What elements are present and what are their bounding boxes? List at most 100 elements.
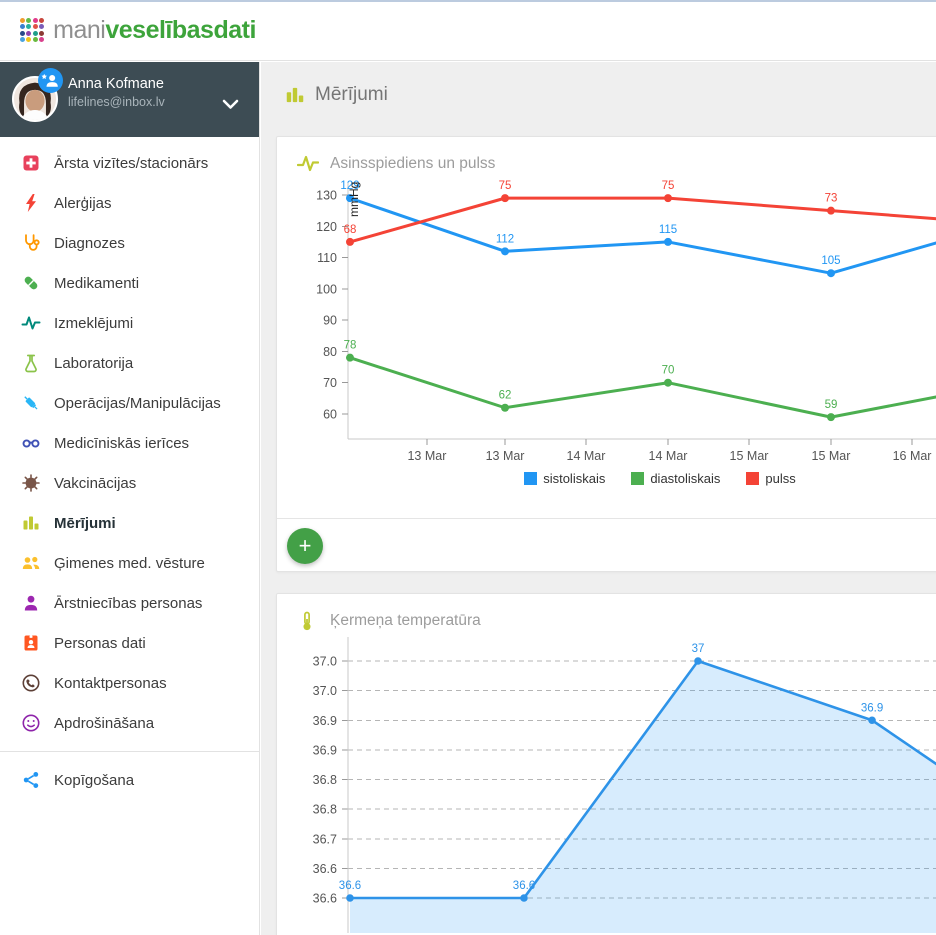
main-content: Mērījumi Asinsspiediens un pulss 130 120 1… — [261, 62, 936, 935]
data-point — [868, 716, 876, 725]
card-title: Asinsspiediens un pulss — [330, 155, 496, 172]
sidebar-item-label: Apdrošināšana — [54, 714, 155, 732]
sidebar-item-apdrosinasana[interactable]: Apdrošināšana — [0, 703, 259, 743]
first-aid-icon — [21, 153, 41, 173]
smiley-icon — [21, 713, 41, 733]
heartbeat-icon — [296, 154, 320, 174]
chevron-down-icon[interactable] — [222, 97, 239, 115]
sidebar-item-label: Laboratorija — [54, 354, 134, 372]
data-point — [501, 194, 510, 203]
svg-text:13 Mar: 13 Mar — [486, 449, 525, 463]
svg-text:37.0: 37.0 — [313, 655, 337, 669]
y-axis-title: mmHg — [347, 182, 361, 217]
data-point — [346, 237, 355, 246]
data-point — [826, 206, 835, 215]
id-badge-icon — [21, 633, 41, 653]
svg-text:70: 70 — [662, 365, 675, 377]
legend-label: diastoliskais — [650, 471, 721, 486]
legend-swatch — [631, 472, 645, 485]
svg-text:75: 75 — [662, 180, 675, 192]
bar-chart-icon — [21, 513, 41, 533]
sidebar-item-merijumi[interactable]: Mērījumi — [0, 503, 259, 543]
legend-label: pulss — [765, 471, 796, 486]
data-point — [826, 413, 835, 422]
sidebar-item-label: Medicīniskās ierīces — [54, 434, 190, 452]
legend-item-pulss[interactable]: pulss — [746, 471, 796, 486]
svg-text:80: 80 — [323, 345, 337, 359]
legend-item-sistoliskais[interactable]: sistoliskais — [524, 471, 605, 486]
sidebar-divider — [0, 751, 259, 752]
sidebar-item-label: Personas dati — [54, 634, 146, 652]
sidebar-item-label: Operācijas/Manipulācijas — [54, 394, 221, 412]
sidebar-item-alergijas[interactable]: Alerģijas — [0, 183, 259, 223]
svg-text:37: 37 — [692, 643, 705, 655]
user-profile-dropdown[interactable]: Anna Kofmane lifelines@inbox.lv — [0, 62, 259, 137]
sidebar-item-arstniecibas-personas[interactable]: Ārstniecības personas — [0, 583, 259, 623]
series-temperature: 36.6 36.6 37 36.9 — [339, 643, 936, 933]
sidebar-item-kontaktpersonas[interactable]: Kontaktpersonas — [0, 663, 259, 703]
svg-text:130: 130 — [316, 189, 337, 203]
sidebar-item-label: Ģimenes med. vēsture — [54, 554, 205, 572]
sidebar-item-label: Kontaktpersonas — [54, 674, 167, 692]
syringe-icon — [21, 393, 41, 413]
svg-text:68: 68 — [344, 224, 357, 236]
svg-text:105: 105 — [821, 255, 840, 267]
user-name: Anna Kofmane — [68, 76, 164, 92]
series-pulss: 68 75 75 73 — [344, 180, 936, 246]
sidebar-item-gimenes-med-vesture[interactable]: Ģimenes med. vēsture — [0, 543, 259, 583]
sidebar-item-label: Diagnozes — [54, 234, 125, 252]
svg-text:37.0: 37.0 — [313, 684, 337, 698]
legend-item-diastoliskais[interactable]: diastoliskais — [631, 471, 720, 486]
sidebar-item-medikamenti[interactable]: Medikamenti — [0, 263, 259, 303]
svg-text:13 Mar: 13 Mar — [407, 449, 446, 463]
svg-text:14 Mar: 14 Mar — [567, 449, 606, 463]
data-point — [664, 378, 673, 387]
data-point — [826, 269, 835, 278]
card-title-row: Asinsspiediens un pulss — [277, 137, 936, 174]
card-title: Ķermeņa temperatūra — [330, 612, 481, 629]
share-icon — [21, 770, 41, 790]
sidebar-item-label: Ārstniecības personas — [54, 594, 203, 612]
svg-text:60: 60 — [323, 407, 337, 421]
svg-text:59: 59 — [825, 399, 838, 411]
profile-badge-icon — [38, 68, 63, 93]
sidebar-item-kopigosana[interactable]: Kopīgošana — [0, 760, 259, 800]
svg-text:62: 62 — [499, 390, 512, 402]
sidebar-item-diagnozes[interactable]: Diagnozes — [0, 223, 259, 263]
svg-text:115: 115 — [659, 224, 677, 236]
sidebar-item-mediciniskas-ierices[interactable]: Medicīniskās ierīces — [0, 423, 259, 463]
add-measurement-button[interactable]: + — [287, 528, 323, 564]
person-icon — [21, 593, 41, 613]
logo-dots-icon — [20, 17, 45, 43]
blood-pressure-card: Asinsspiediens un pulss 130 120 110 100 90 80… — [276, 136, 936, 572]
svg-text:120: 120 — [316, 220, 337, 234]
svg-text:14 Mar: 14 Mar — [649, 449, 688, 463]
logo-text-suffix: veselībasdati — [105, 15, 256, 44]
svg-text:73: 73 — [825, 193, 838, 205]
user-email: lifelines@inbox.lv — [68, 95, 165, 109]
sidebar-item-vakcinacijas[interactable]: Vakcinācijas — [0, 463, 259, 503]
sidebar-item-laboratorija[interactable]: Laboratorija — [0, 343, 259, 383]
svg-text:112: 112 — [496, 233, 514, 245]
svg-text:15 Mar: 15 Mar — [730, 449, 769, 463]
sidebar-item-operacijas[interactable]: Operācijas/Manipulācijas — [0, 383, 259, 423]
svg-text:36.8: 36.8 — [313, 803, 337, 817]
stethoscope-icon — [21, 233, 41, 253]
sidebar-item-label: Vakcinācijas — [54, 474, 137, 492]
svg-text:36.6: 36.6 — [313, 892, 337, 906]
sidebar-item-izmeklejumi[interactable]: Izmeklējumi — [0, 303, 259, 343]
sidebar-item-arsta-vizites[interactable]: Ārsta vizītes/stacionārs — [0, 143, 259, 183]
svg-text:90: 90 — [323, 314, 337, 328]
svg-text:36.7: 36.7 — [313, 832, 337, 846]
app-logo[interactable]: mani veselībasdati — [20, 16, 256, 45]
sidebar-item-label: Medikamenti — [54, 274, 140, 292]
sidebar-item-personas-dati[interactable]: Personas dati — [0, 623, 259, 663]
sidebar-item-label: Ārsta vizītes/stacionārs — [54, 154, 209, 172]
body-temperature-chart: 37.037.036.936.936.836.836.736.636.636.6… — [313, 637, 936, 933]
card-title-row: Ķermeņa temperatūra — [277, 594, 936, 631]
sidebar-item-label: Kopīgošana — [54, 771, 135, 789]
sidebar-item-label: Izmeklējumi — [54, 314, 134, 332]
chart-legend: sistoliskais diastoliskais pulss — [277, 471, 936, 486]
page-header: Mērījumi — [261, 62, 936, 106]
legend-swatch — [746, 472, 760, 485]
